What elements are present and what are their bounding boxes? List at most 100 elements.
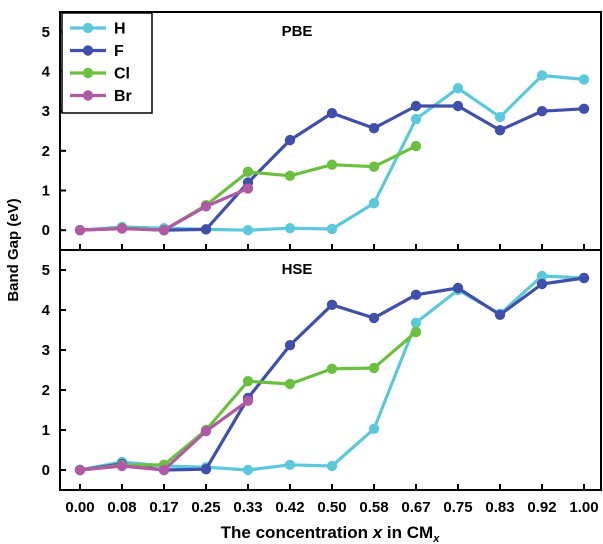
y-tick-label: 5 <box>42 262 50 279</box>
legend-marker-f <box>82 45 94 56</box>
x-tick-label: 0.08 <box>107 499 136 516</box>
y-tick-label: 3 <box>42 103 50 120</box>
series-br <box>74 395 254 476</box>
data-point-h <box>536 270 548 282</box>
data-point-f <box>578 103 590 114</box>
y-tick-label: 5 <box>42 24 50 41</box>
data-point-h <box>326 460 338 472</box>
x-axis-label: The concentration x in CMx <box>221 523 441 544</box>
data-point-br <box>74 224 86 236</box>
data-point-br <box>116 460 128 472</box>
x-axis-label-subscript: x <box>432 533 440 544</box>
data-point-f <box>368 123 380 134</box>
y-tick-label: 2 <box>42 382 50 399</box>
data-point-f <box>284 134 296 146</box>
data-point-h <box>284 459 296 470</box>
x-axis-label-variable: x <box>372 523 384 542</box>
x-axis-label-prefix: The concentration <box>221 523 373 542</box>
x-tick-label: 0.50 <box>317 499 346 516</box>
y-tick-label: 1 <box>42 183 50 200</box>
data-point-f <box>578 272 590 284</box>
x-tick-label: 0.83 <box>485 499 514 516</box>
panel-pbe: 0 1 2 3 4 5 PBE HF Cl Br <box>42 11 602 251</box>
data-point-h <box>284 222 296 234</box>
data-point-cl <box>410 326 422 338</box>
data-point-f <box>410 289 422 300</box>
data-point-h <box>536 70 548 81</box>
data-point-br <box>74 464 86 476</box>
data-point-br <box>242 395 254 406</box>
data-point-f <box>368 312 380 324</box>
legend-marker-br <box>82 90 94 101</box>
x-tick-label: 0.75 <box>443 499 472 516</box>
legend-label-h: H <box>114 21 126 38</box>
data-point-cl <box>326 363 338 374</box>
panel-title: HSE <box>282 261 313 278</box>
data-point-h <box>368 197 380 209</box>
panel-title: PBE <box>282 23 313 40</box>
y-tick-label: 2 <box>42 143 50 160</box>
legend-marker-h <box>82 22 94 34</box>
x-tick-label: 0.92 <box>527 499 556 516</box>
legend-label-br: Br <box>114 88 132 105</box>
y-tick-label: 4 <box>42 64 51 81</box>
data-point-cl <box>284 378 296 390</box>
x-tick-label: 0.00 <box>65 499 94 516</box>
legend-label-f: F <box>114 43 124 60</box>
data-point-cl <box>368 362 380 374</box>
x-tick-label: 0.17 <box>149 499 178 516</box>
data-point-br <box>200 201 212 212</box>
data-point-h <box>578 74 590 85</box>
plot-frame <box>59 249 602 491</box>
data-point-br <box>158 224 170 236</box>
y-tick-label: 0 <box>42 462 50 479</box>
x-tick-labels: 0.00 0.08 0.17 0.25 0.33 0.42 0.50 0.58 0.67 0.75… <box>65 499 598 516</box>
data-point-f <box>200 464 212 475</box>
legend-label-cl: Cl <box>114 66 130 83</box>
data-point-h <box>494 111 506 123</box>
data-point-h <box>368 423 380 434</box>
data-point-br <box>242 183 254 194</box>
legend-marker-cl <box>82 67 94 79</box>
y-tick-label: 3 <box>42 342 50 359</box>
data-point-h <box>326 223 338 235</box>
data-point-h <box>452 82 464 94</box>
data-point-f <box>200 224 212 235</box>
panel-hse: 0 1 2 3 4 5 HSE <box>42 249 602 491</box>
series-br <box>74 183 254 236</box>
data-point-cl <box>242 376 254 387</box>
series-line-h <box>79 73 585 232</box>
data-point-h <box>242 464 254 476</box>
data-point-cl <box>368 161 380 172</box>
data-point-cl <box>326 159 338 170</box>
x-tick-label: 0.58 <box>359 499 388 516</box>
data-point-f <box>494 309 506 320</box>
data-point-f <box>326 299 338 310</box>
y-tick-label: 1 <box>42 422 50 439</box>
data-point-f <box>326 107 338 119</box>
x-tick-label: 0.33 <box>233 499 262 516</box>
data-point-f <box>536 278 548 290</box>
data-point-h <box>410 113 422 125</box>
x-tick-label: 0.25 <box>191 499 220 516</box>
y-axis-label: Band Gap (eV) <box>5 198 22 301</box>
data-point-br <box>200 426 212 437</box>
data-point-br <box>116 223 128 234</box>
y-tick-label: 0 <box>42 222 50 239</box>
data-point-f <box>536 105 548 117</box>
x-tick-label: 0.42 <box>275 499 304 516</box>
legend: HF Cl Br <box>61 12 153 114</box>
x-tick-label: 0.67 <box>401 499 430 516</box>
data-point-f <box>284 340 296 351</box>
data-point-f <box>494 125 506 136</box>
x-axis-label-middle: in CM <box>382 523 433 542</box>
data-point-cl <box>242 166 254 178</box>
data-point-f <box>452 100 464 112</box>
data-point-f <box>452 282 464 294</box>
data-point-f <box>410 100 422 112</box>
data-point-h <box>410 317 422 328</box>
data-point-cl <box>410 140 422 152</box>
y-tick-label: 4 <box>42 302 51 319</box>
chart-panels: 0 1 2 3 4 5 PBE HF Cl Br 0 1 2 3 4 5 HSE 0.00 0.08 0.17 0.25… <box>42 11 602 516</box>
